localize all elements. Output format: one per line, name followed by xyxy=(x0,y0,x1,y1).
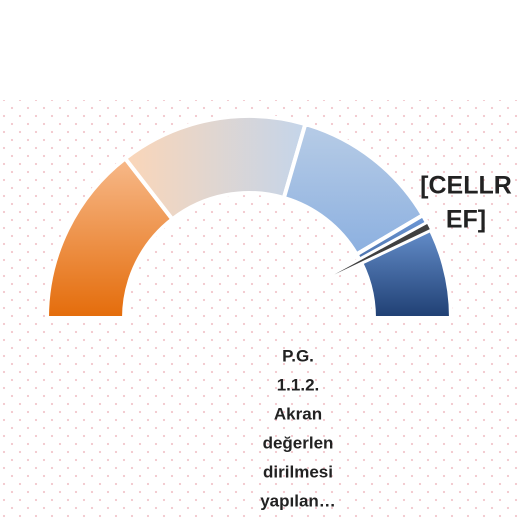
gauge-title: P.G. xyxy=(282,346,314,365)
gauge-title: 1.1.2. xyxy=(277,375,320,394)
gauge-title: yapılan… xyxy=(260,491,336,510)
gauge-title: Akran xyxy=(274,404,322,423)
needle-label: [CELLR xyxy=(420,172,512,200)
gauge-title: dirilmesi xyxy=(263,462,333,481)
needle xyxy=(284,220,434,301)
needle-label: EF] xyxy=(446,206,486,234)
gauge-segment xyxy=(353,212,454,320)
gauge-title: değerlen xyxy=(263,433,334,452)
